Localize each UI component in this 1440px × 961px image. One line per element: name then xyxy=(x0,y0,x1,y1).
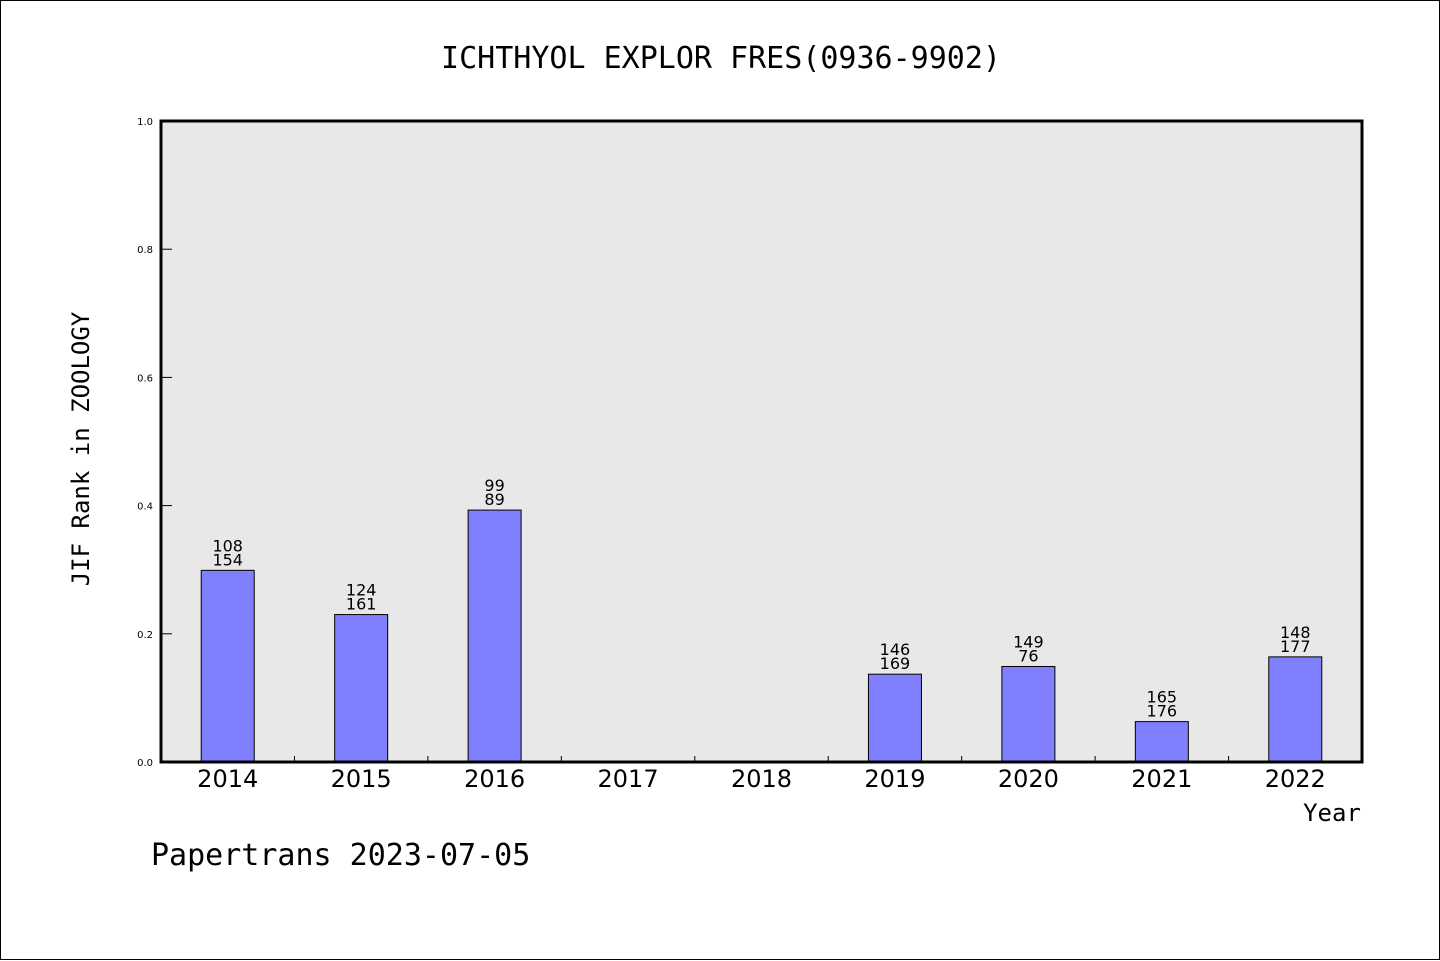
bar-2014 xyxy=(200,569,255,763)
data-label-bottom: 76 xyxy=(1018,646,1038,665)
chart-title: ICHTHYOL EXPLOR FRES(0936-9902) xyxy=(441,41,1001,76)
data-label-top: 146 xyxy=(880,640,911,659)
x-tick-label: 2017 xyxy=(598,765,659,793)
plot-frame xyxy=(159,119,1364,764)
x-tick-label: 2015 xyxy=(331,765,392,793)
x-axis-ticks: 2014 2015 2016 2017 2018 2019 2020 2021 2022 xyxy=(197,756,1326,793)
footer-watermark: Papertrans 2023-07-05 xyxy=(151,838,530,873)
data-label-top: 149 xyxy=(1013,632,1044,651)
y-tick-label: 0.2 xyxy=(137,630,153,641)
bar-2021 xyxy=(1134,721,1189,763)
y-tick-label: 0.0 xyxy=(137,758,153,769)
x-tick-label: 2019 xyxy=(864,765,925,793)
y-axis-label: JIF Rank in ZOOLOGY xyxy=(67,311,95,586)
bar-2015 xyxy=(334,614,389,763)
y-tick-label: 1.0 xyxy=(137,117,153,128)
y-axis-ticks: 0.0 0.2 0.4 0.6 0.8 1.0 xyxy=(137,117,172,769)
x-tick-label: 2018 xyxy=(731,765,792,793)
bar-2020 xyxy=(1001,665,1056,763)
data-label-top: 124 xyxy=(346,581,377,600)
x-tick-label: 2021 xyxy=(1131,765,1192,793)
bar-2022 xyxy=(1268,656,1323,763)
data-label-bottom: 169 xyxy=(880,654,911,673)
data-label-bottom: 176 xyxy=(1147,702,1178,721)
x-axis-label: Year xyxy=(1303,799,1361,827)
x-tick-label: 2020 xyxy=(998,765,1059,793)
x-tick-label: 2016 xyxy=(464,765,525,793)
y-tick-label: 0.4 xyxy=(137,502,153,513)
y-tick-label: 0.8 xyxy=(137,245,153,256)
data-label-top: 99 xyxy=(484,476,504,495)
data-label-bottom: 89 xyxy=(484,490,504,509)
data-label-bottom: 161 xyxy=(346,595,377,614)
bar-2019 xyxy=(867,673,922,763)
bars-layer xyxy=(200,509,1323,763)
bar-2016 xyxy=(467,509,522,763)
data-label-bottom: 177 xyxy=(1280,637,1311,656)
x-tick-label: 2014 xyxy=(197,765,258,793)
x-tick-label: 2022 xyxy=(1265,765,1326,793)
data-label-top: 165 xyxy=(1147,688,1178,707)
data-label-top: 108 xyxy=(212,536,243,555)
y-tick-label: 0.6 xyxy=(137,373,153,384)
data-label-bottom: 154 xyxy=(212,550,243,569)
data-label-top: 148 xyxy=(1280,623,1311,642)
